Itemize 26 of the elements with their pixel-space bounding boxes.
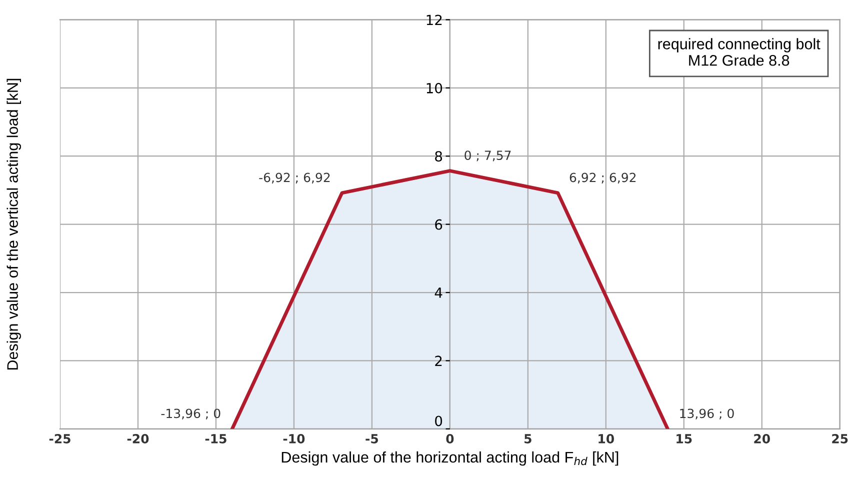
x-tick-label: 20 xyxy=(754,434,770,444)
y-tick-label: 0 xyxy=(435,416,442,426)
x-tick-label: 10 xyxy=(598,434,614,444)
y-tick-label: 10 xyxy=(426,82,442,94)
x-tick-label: -15 xyxy=(205,434,226,444)
annotation: 13,96 ; 0 xyxy=(680,408,734,420)
annotation: -13,96 ; 0 xyxy=(161,408,220,420)
x-tick-label: 0 xyxy=(446,434,454,444)
x-axis-title: Design value of the horizontal acting load F$_{hd}$ [kN] xyxy=(282,451,618,466)
x-tick-label: -10 xyxy=(283,434,305,444)
x-tick-label: -20 xyxy=(127,434,149,444)
y-tick-label: 6 xyxy=(435,219,442,230)
annotation: required connecting bolt M12 Grade 8.8 xyxy=(658,38,820,66)
x-tick-label: 5 xyxy=(524,434,532,444)
x-tick-label: -5 xyxy=(366,434,378,444)
annotation: -6,92 ; 6,92 xyxy=(259,172,330,184)
x-tick-label: 15 xyxy=(676,434,692,444)
y-tick-label: 4 xyxy=(434,288,442,298)
y-tick-label: 12 xyxy=(426,14,442,25)
y-tick-label: 8 xyxy=(435,151,442,162)
annotation: 6,92 ; 6,92 xyxy=(570,172,636,184)
y-tick-label: 2 xyxy=(435,356,442,366)
y-axis-title: Design value of the vertical acting load [kN] xyxy=(6,78,21,370)
annotation: 0 ; 7,57 xyxy=(464,150,511,162)
x-tick-label: 25 xyxy=(832,434,848,444)
x-tick-label: -25 xyxy=(49,434,70,444)
